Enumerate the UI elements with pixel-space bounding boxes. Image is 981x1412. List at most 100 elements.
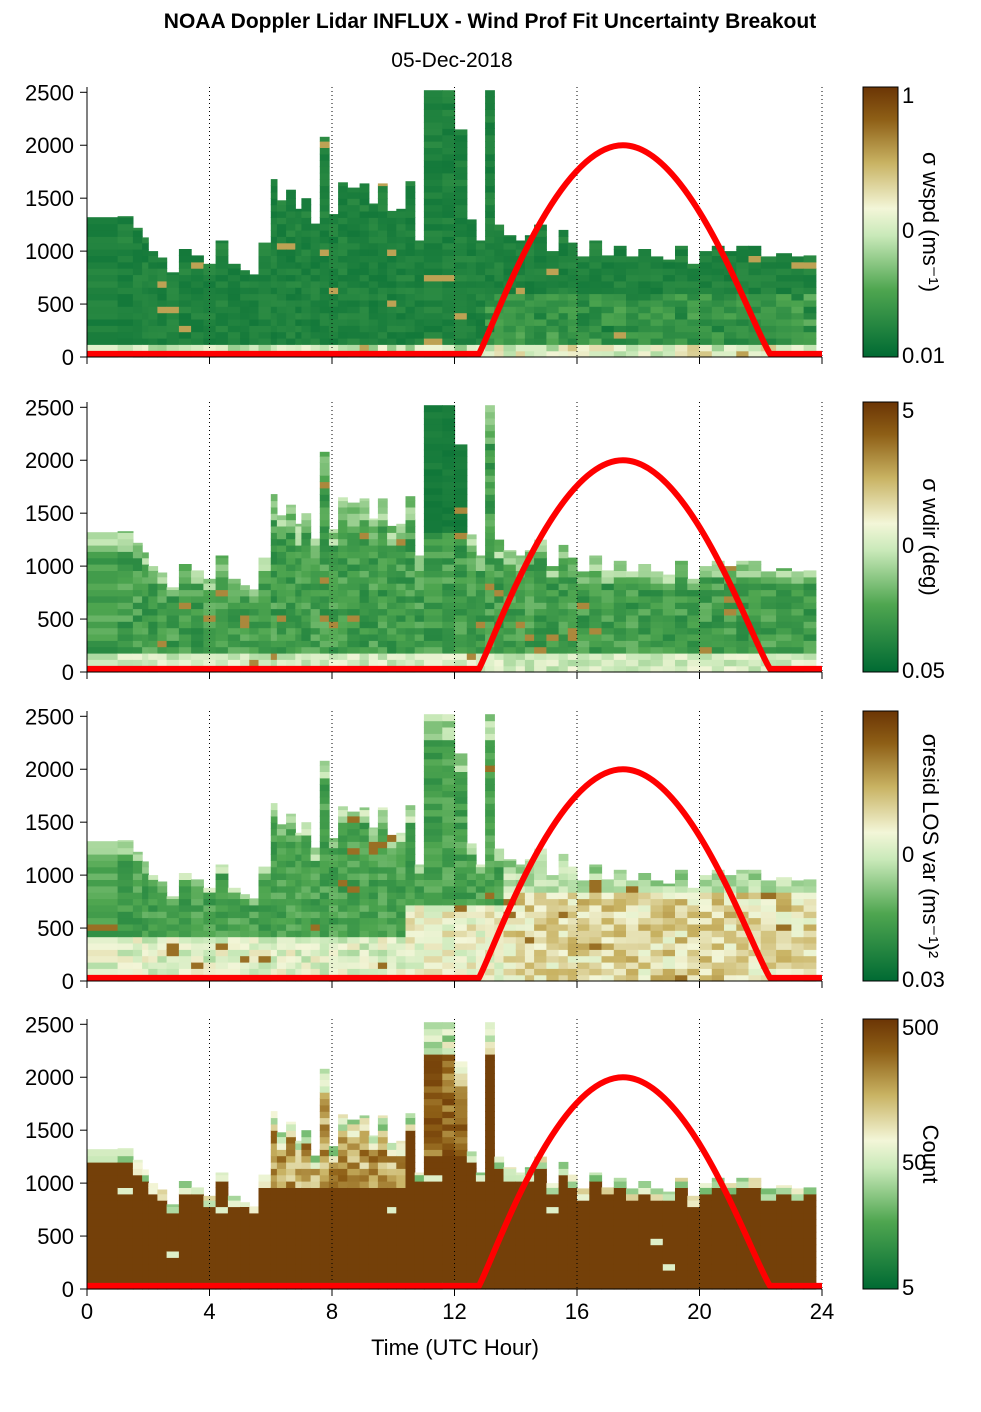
heatmap-cell — [310, 280, 321, 288]
heatmap-cell — [396, 832, 407, 836]
heatmap-cell — [405, 1130, 416, 1138]
heatmap-cell — [270, 892, 278, 900]
heatmap-cell — [423, 411, 443, 419]
heatmap-cell — [724, 306, 737, 314]
heatmap-cell — [301, 602, 312, 610]
heatmap-cell — [227, 268, 241, 276]
heatmap-cell — [270, 885, 278, 893]
heatmap-cell — [227, 955, 241, 963]
heatmap-cell — [276, 1212, 287, 1220]
heatmap-cell — [338, 268, 348, 276]
heatmap-cell — [494, 879, 505, 887]
heatmap-cell — [396, 1225, 407, 1233]
heatmap-cell — [319, 141, 330, 148]
heatmap-cell — [567, 312, 578, 320]
heatmap-cell — [387, 242, 397, 250]
heatmap-cell — [577, 652, 590, 660]
heatmap-cell — [454, 892, 468, 900]
heatmap-cell — [142, 564, 149, 571]
heatmap-cell — [286, 936, 296, 944]
heatmap-cell — [776, 570, 792, 578]
heatmap-cell — [258, 344, 272, 352]
heatmap-cell — [117, 961, 134, 969]
heatmap-cell — [454, 306, 468, 314]
heatmap-cell — [276, 557, 287, 565]
heatmap-cell — [414, 1172, 425, 1176]
heatmap-cell — [117, 531, 134, 533]
heatmap-cell — [148, 1193, 159, 1201]
heatmap-cell — [454, 917, 468, 925]
heatmap-cell — [132, 1174, 143, 1182]
heatmap-cell — [423, 583, 443, 591]
heatmap-cell — [157, 968, 168, 976]
heatmap-cell — [675, 560, 688, 565]
heatmap-cell — [589, 864, 603, 868]
heatmap-cell — [338, 955, 348, 963]
heatmap-cell — [328, 344, 339, 352]
heatmap-cell — [405, 917, 416, 925]
heatmap-cell — [776, 885, 792, 893]
heatmap-cell — [227, 331, 241, 339]
heatmap-cell — [494, 659, 505, 667]
heatmap-cell — [558, 331, 569, 339]
heatmap-cell — [524, 268, 535, 276]
heatmap-cell — [87, 898, 119, 906]
heatmap-cell — [87, 879, 119, 887]
heatmap-cell — [368, 280, 379, 288]
heatmap-cell — [387, 293, 397, 301]
heatmap-cell — [687, 595, 701, 603]
heatmap-cell — [567, 287, 578, 295]
heatmap-cell — [240, 911, 250, 919]
heatmap-cell — [485, 293, 495, 301]
heatmap-cell — [396, 595, 407, 603]
heatmap-cell — [589, 299, 603, 307]
heatmap-cell — [166, 331, 180, 339]
heatmap-cell — [515, 583, 526, 591]
heatmap-cell — [203, 318, 217, 326]
heatmap-cell — [546, 640, 560, 648]
heatmap-cell — [485, 287, 495, 295]
heatmap-cell — [377, 513, 388, 521]
heatmap-cell — [534, 911, 547, 919]
heatmap-cell — [117, 866, 134, 874]
heatmap-cell — [396, 853, 407, 861]
heatmap-cell — [368, 538, 379, 546]
heatmap-cell — [368, 1135, 379, 1138]
heatmap-cell — [276, 564, 287, 571]
heatmap-cell — [276, 589, 287, 597]
heatmap-cell — [215, 923, 229, 931]
heatmap-cell — [475, 240, 486, 244]
heatmap-cell — [405, 1181, 416, 1188]
heatmap-cell — [359, 525, 370, 533]
heatmap-cell — [791, 576, 805, 584]
heatmap-cell — [724, 955, 737, 963]
heatmap-cell — [760, 256, 777, 263]
heatmap-cell — [534, 350, 547, 358]
heatmap-cell — [638, 570, 652, 578]
heatmap-cell — [276, 312, 287, 320]
heatmap-cell — [166, 961, 180, 969]
heatmap-cell — [227, 583, 241, 591]
heatmap-cell — [157, 325, 168, 333]
heatmap-cell — [338, 809, 348, 817]
heatmap-cell — [558, 955, 569, 963]
heatmap-cell — [601, 961, 615, 969]
heatmap-cell — [117, 602, 134, 610]
heatmap-cell — [215, 344, 229, 352]
heatmap-cell — [301, 923, 312, 931]
heatmap-cell — [319, 1092, 330, 1100]
heatmap-cell — [319, 614, 330, 622]
heatmap-cell — [301, 847, 312, 855]
heatmap-cell — [423, 1073, 443, 1080]
heatmap-cell — [405, 1225, 416, 1233]
heatmap-cell — [148, 879, 159, 887]
heatmap-cell — [423, 602, 443, 610]
heatmap-cell — [748, 583, 762, 591]
heatmap-cell — [589, 602, 603, 610]
heatmap-cell — [295, 268, 302, 276]
heatmap-cell — [662, 337, 676, 345]
heatmap-cell — [142, 873, 149, 880]
heatmap-cell — [558, 236, 569, 244]
heatmap-cell — [675, 280, 688, 288]
heatmap-cell — [736, 665, 750, 673]
